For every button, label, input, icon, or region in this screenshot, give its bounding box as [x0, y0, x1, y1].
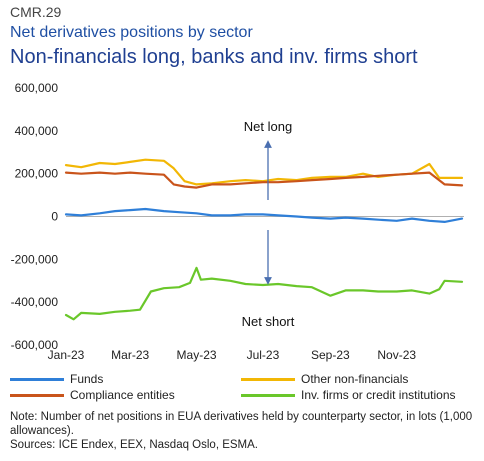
y-tick-label: 0: [51, 210, 58, 224]
legend-swatch: [241, 393, 295, 397]
y-tick-label: -400,000: [11, 295, 59, 309]
legend-label: Inv. firms or credit institutions: [301, 388, 456, 402]
chart-title: Non-financials long, banks and inv. firm…: [10, 46, 418, 68]
legend-label: Funds: [70, 372, 104, 386]
x-tick-label: Jan-23: [48, 348, 85, 362]
legend-label: Other non-financials: [301, 372, 409, 386]
x-tick-label: Sep-23: [311, 348, 350, 362]
x-tick-label: Nov-23: [377, 348, 416, 362]
chart-legend: Funds Other non-financials Compliance enti…: [0, 366, 484, 406]
legend-item: Compliance entities: [10, 388, 175, 402]
series-layer: [64, 158, 464, 321]
chart-code: CMR.29: [10, 4, 62, 20]
x-tick-label: May-23: [177, 348, 217, 362]
footnote-sources: Sources: ICE Endex, EEX, Nasdaq Oslo, ES…: [10, 439, 258, 451]
y-tick-label: -200,000: [11, 252, 59, 266]
net-short-label: Net short: [242, 314, 295, 329]
line-chart: 600,000 400,000 200,000 0 -200,000 -400,000 -6…: [11, 81, 464, 362]
y-tick-label: 200,000: [15, 167, 59, 181]
legend-item: Funds: [10, 372, 103, 386]
annotation-layer: Net long Net short: [242, 119, 295, 329]
y-tick-label: 400,000: [15, 124, 59, 138]
net-long-label: Net long: [244, 119, 292, 134]
footnote: Note: Number of net positions in EUA der…: [10, 410, 478, 452]
chart-subtitle: Net derivatives positions by sector: [10, 24, 253, 41]
x-tick-label: Jul-23: [247, 348, 280, 362]
y-axis: 600,000 400,000 200,000 0 -200,000 -400,000 -6…: [11, 81, 464, 352]
legend-swatch: [10, 377, 64, 381]
footnote-note: Note: Number of net positions in EUA der…: [10, 411, 473, 437]
x-tick-label: Mar-23: [111, 348, 149, 362]
series-line-inv-firms-or-credit-institutions: [64, 266, 464, 321]
series-line-compliance-entities: [64, 171, 464, 189]
legend-label: Compliance entities: [70, 388, 175, 402]
y-tick-label: 600,000: [15, 81, 59, 95]
legend-swatch: [10, 393, 64, 397]
series-line-funds: [64, 207, 464, 223]
legend-item: Inv. firms or credit institutions: [241, 388, 456, 402]
legend-item: Other non-financials: [241, 372, 408, 386]
legend-swatch: [241, 377, 295, 381]
x-axis: Jan-23 Mar-23 May-23 Jul-23 Sep-23 Nov-23: [48, 348, 417, 362]
y-tick-label: -600,000: [11, 338, 59, 352]
